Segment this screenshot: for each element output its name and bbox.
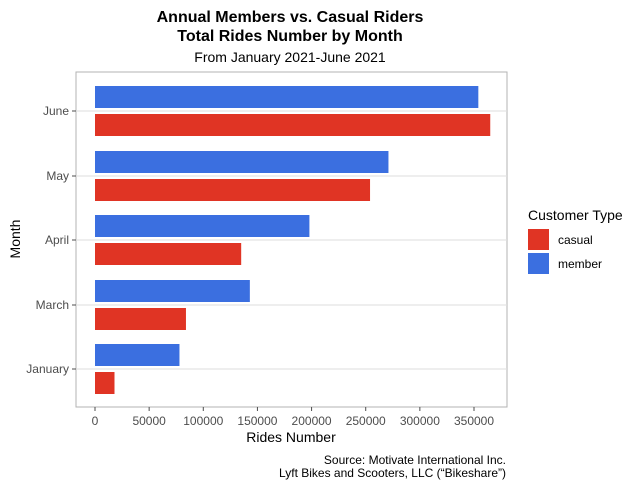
x-tick-label: 100000 <box>183 414 223 428</box>
chart-title-line2: Total Rides Number by Month <box>177 28 402 45</box>
y-tick-label: March <box>36 298 69 312</box>
legend-label-member: member <box>558 257 602 271</box>
legend-title: Customer Type <box>528 207 623 223</box>
bar-casual <box>95 243 242 265</box>
legend-swatch-member <box>528 253 549 274</box>
caption-source: Source: Motivate International Inc. <box>324 453 506 467</box>
x-tick-label: 250000 <box>346 414 386 428</box>
x-axis-title: Rides Number <box>246 429 336 445</box>
legend-label-casual: casual <box>558 233 593 247</box>
bar-member <box>95 215 310 237</box>
bar-casual <box>95 179 371 201</box>
y-tick-label: May <box>46 169 69 183</box>
x-tick-label: 300000 <box>400 414 440 428</box>
gridlines <box>76 110 507 370</box>
x-tick-label: 50000 <box>132 414 166 428</box>
y-tick-label: January <box>26 362 69 376</box>
bar-member <box>95 280 250 302</box>
bar-member <box>95 151 389 173</box>
x-tick-label: 200000 <box>292 414 332 428</box>
bar-casual <box>95 114 491 136</box>
bars <box>95 86 491 394</box>
bar-casual <box>95 372 115 394</box>
x-tick-label: 350000 <box>454 414 494 428</box>
x-axis-ticks: 0 50000 100000 150000 200000 250000 300000 3500… <box>92 407 494 428</box>
y-tick-label: April <box>45 233 69 247</box>
bar-casual <box>95 308 186 330</box>
legend-swatch-casual <box>528 229 549 250</box>
bar-member <box>95 86 479 108</box>
chart-title: Annual Members vs. Casual Riders <box>157 9 424 26</box>
x-tick-label: 0 <box>92 414 99 428</box>
y-tick-label: June <box>43 104 69 118</box>
legend: Customer Type casual member <box>528 207 623 274</box>
x-tick-label: 150000 <box>237 414 277 428</box>
caption-credit: Lyft Bikes and Scooters, LLC (“Bikeshare… <box>279 466 506 480</box>
y-axis-ticks: January March April May June <box>26 104 76 376</box>
bar-member <box>95 344 180 366</box>
y-axis-title: Month <box>7 220 23 259</box>
chart-subtitle: From January 2021-June 2021 <box>194 49 386 65</box>
